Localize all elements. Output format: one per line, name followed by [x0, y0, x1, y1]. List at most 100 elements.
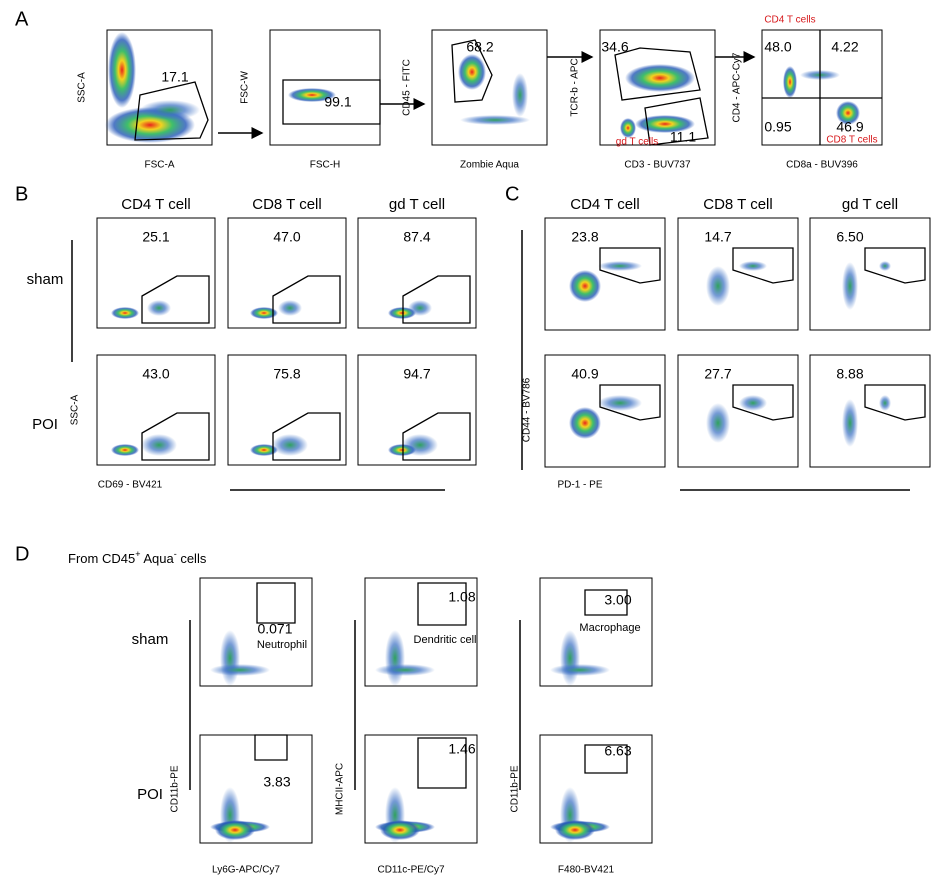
column-header: CD4 T cell — [121, 196, 190, 213]
gate-value: 40.9 — [571, 366, 598, 382]
row-label: sham — [132, 631, 169, 648]
density — [879, 261, 891, 271]
gate-value: 1.46 — [448, 741, 475, 757]
y-axis-label: MHCII-APC — [335, 763, 346, 815]
gate-value: 68.2 — [466, 39, 493, 55]
density — [512, 73, 528, 117]
x-axis-label: PD-1 - PE — [557, 480, 602, 491]
gate-value: 47.0 — [273, 229, 300, 245]
gate-value: 46.9 — [836, 119, 863, 135]
x-axis-label: CD8a - BUV396 — [786, 160, 858, 171]
density — [460, 115, 530, 125]
population-name: Macrophage — [579, 622, 640, 634]
density — [706, 403, 730, 443]
gate-value: 11.1 — [670, 129, 696, 145]
population-annotation: CD4 T cells — [764, 15, 815, 26]
subtitle-part: + — [135, 549, 140, 559]
x-axis-label: Zombie Aqua — [460, 160, 519, 171]
plot-frame — [544, 354, 666, 468]
gate-value: 17.1 — [161, 69, 188, 85]
gate-value: 23.8 — [571, 229, 598, 245]
row-label: sham — [27, 271, 64, 288]
density — [278, 300, 302, 316]
plot-frame — [269, 29, 381, 146]
gate-value: 43.0 — [142, 366, 169, 382]
panel-letter: A — [15, 8, 29, 30]
x-axis-label: CD11c-PE/Cy7 — [377, 865, 444, 876]
subtitle-part: Aqua — [140, 551, 174, 566]
y-axis-label: SSC-A — [77, 72, 88, 103]
gate-value: 48.0 — [764, 39, 791, 55]
subtitle: From CD45+ Aqua- cells — [68, 549, 207, 566]
gate — [599, 247, 661, 284]
y-axis-label: FSC-W — [240, 71, 251, 104]
gate — [282, 79, 381, 125]
column-header: gd T cell — [842, 196, 898, 213]
y-axis-label: SSC-A — [70, 394, 81, 425]
x-axis-label: FSC-H — [310, 160, 341, 171]
x-axis-label: CD69 - BV421 — [98, 480, 163, 491]
gate — [134, 81, 209, 141]
gate — [599, 384, 661, 421]
gate — [272, 412, 341, 461]
gate — [417, 582, 467, 626]
density — [458, 54, 486, 90]
plot-frame — [544, 217, 666, 331]
density — [250, 307, 278, 319]
density — [555, 820, 595, 840]
density — [380, 820, 420, 840]
density — [620, 118, 636, 138]
density — [739, 395, 767, 411]
density — [215, 820, 255, 840]
density — [220, 630, 240, 686]
gate-value: 0.071 — [257, 621, 292, 637]
gate — [644, 97, 709, 146]
density — [706, 266, 730, 306]
plot-frame — [809, 354, 931, 468]
gate — [272, 275, 341, 324]
panel-letter: D — [15, 543, 29, 565]
y-axis-label: CD11b-PE — [510, 765, 521, 812]
density — [402, 434, 438, 456]
column-header: CD4 T cell — [570, 196, 639, 213]
y-axis-label: CD44 - BV786 — [522, 377, 533, 442]
plot-frame — [677, 354, 799, 468]
column-header: gd T cell — [389, 196, 445, 213]
gate — [732, 384, 794, 421]
density — [836, 101, 860, 125]
gate-value: 94.7 — [403, 366, 430, 382]
row-label: POI — [137, 786, 163, 803]
gate — [614, 47, 701, 101]
gate-value: 14.7 — [704, 229, 731, 245]
y-axis-label: TCR-b - APC — [570, 58, 581, 116]
population-annotation: gd T cells — [616, 137, 658, 148]
density — [108, 32, 136, 108]
gate-value: 25.1 — [142, 229, 169, 245]
y-axis-label: CD45 - FITC — [402, 59, 413, 116]
gate — [141, 275, 210, 324]
density — [625, 64, 695, 92]
gate-value: 34.6 — [601, 39, 628, 55]
density — [147, 300, 171, 316]
plot-frame — [761, 29, 883, 146]
population-name: Neutrophil — [257, 639, 307, 651]
density — [111, 444, 139, 456]
gate-value: 3.00 — [604, 592, 631, 608]
column-header: CD8 T cell — [252, 196, 321, 213]
x-axis-label: Ly6G-APC/Cy7 — [212, 865, 280, 876]
density — [375, 664, 435, 676]
gate-value: 75.8 — [273, 366, 300, 382]
gate — [417, 737, 467, 789]
density — [140, 100, 200, 120]
density — [288, 88, 336, 102]
gate — [141, 412, 210, 461]
density — [111, 307, 139, 319]
density — [635, 115, 695, 133]
density — [569, 270, 601, 302]
gate-value: 0.95 — [764, 119, 791, 135]
column-header: CD8 T cell — [703, 196, 772, 213]
density — [569, 407, 601, 439]
panel-letter: B — [15, 183, 28, 205]
gate — [402, 412, 471, 461]
